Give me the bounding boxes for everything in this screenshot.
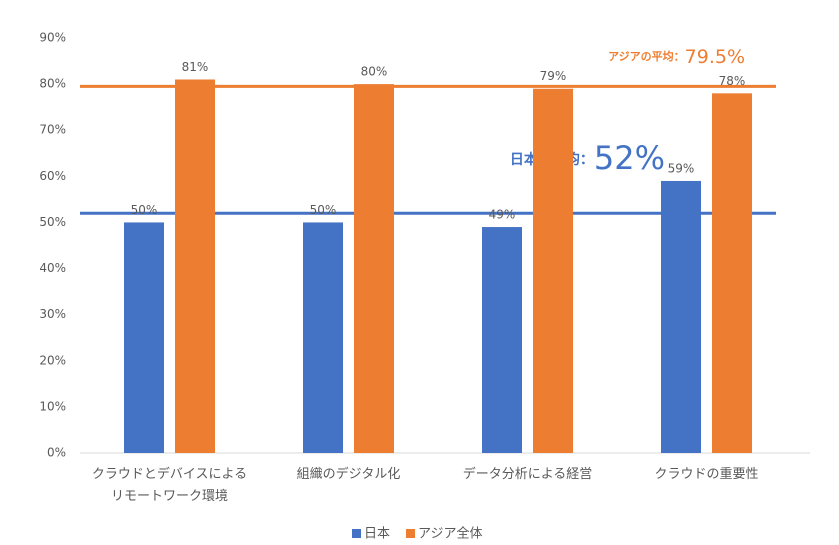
x-tick-label: クラウドの重要性 xyxy=(654,467,759,482)
legend-label: 日本 xyxy=(364,527,390,542)
y-tick-label: 90% xyxy=(39,31,66,45)
y-tick-label: 70% xyxy=(39,123,66,137)
legend-swatch xyxy=(352,529,361,538)
data-label: 50% xyxy=(310,203,337,217)
legend-label: アジア全体 xyxy=(418,526,482,542)
bar xyxy=(175,79,215,453)
data-label: 49% xyxy=(489,208,516,222)
y-tick-label: 10% xyxy=(39,399,66,413)
data-label: 50% xyxy=(131,203,158,217)
x-tick-label: クラウドとデバイスによる リモートワーク環境 xyxy=(91,467,248,504)
bar xyxy=(712,93,752,453)
x-tick-label: 組織のデジタル化 xyxy=(296,467,401,482)
data-label: 81% xyxy=(182,60,209,74)
y-tick-label: 40% xyxy=(39,261,66,275)
data-label: 78% xyxy=(719,74,746,88)
y-tick-label: 30% xyxy=(39,307,66,321)
y-tick-label: 50% xyxy=(39,215,66,229)
y-tick-label: 80% xyxy=(39,77,66,91)
japan-average-value: 52% xyxy=(594,139,665,177)
y-tick-label: 60% xyxy=(39,169,66,183)
bar xyxy=(482,227,522,453)
bar xyxy=(124,222,164,453)
bar xyxy=(303,222,343,453)
y-tick-label: 20% xyxy=(39,353,66,367)
bar xyxy=(533,88,573,453)
bar xyxy=(661,180,701,453)
asia-average-value: 79.5% xyxy=(685,46,745,68)
data-label: 79% xyxy=(540,69,567,83)
legend: 日本 アジア全体 xyxy=(352,526,483,542)
x-tick-label: データ分析による経営 xyxy=(462,467,593,482)
asia-average-name: アジアの平均： xyxy=(608,49,685,63)
legend-swatch xyxy=(406,529,416,538)
data-label: 59% xyxy=(668,161,695,175)
asia-average-annotation: アジアの平均：79.5% xyxy=(608,46,745,68)
data-label: 80% xyxy=(361,65,388,79)
y-tick-label: 0% xyxy=(47,446,66,460)
bar xyxy=(354,84,394,453)
